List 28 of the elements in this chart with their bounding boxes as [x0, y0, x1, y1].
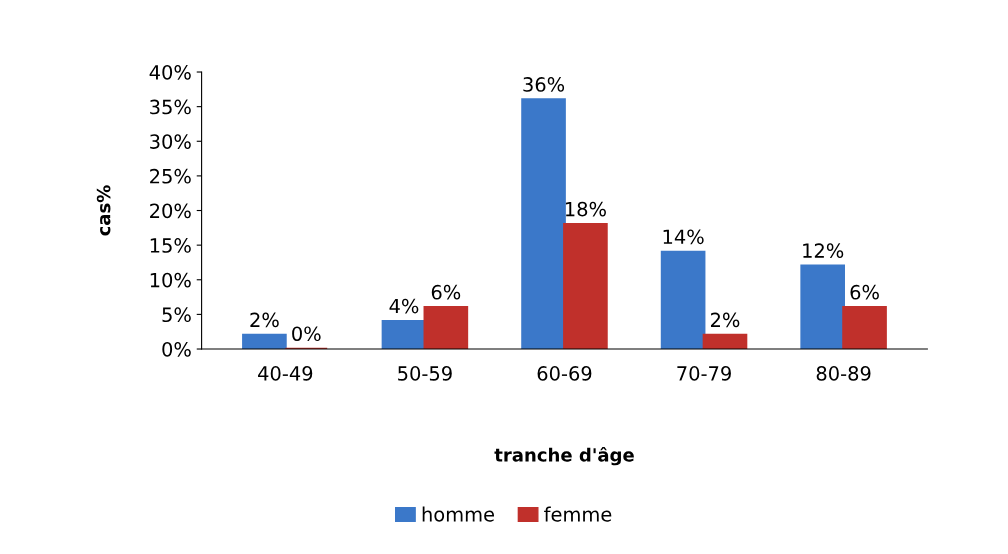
- data-label: 0%: [292, 326, 321, 342]
- y-tick-label: 10%: [150, 272, 191, 288]
- x-tick-label: 50-59: [398, 366, 452, 381]
- data-label: 6%: [850, 284, 879, 300]
- data-label: 12%: [803, 243, 844, 258]
- y-tick-label: 35%: [150, 99, 191, 115]
- data-label: 2%: [710, 312, 740, 328]
- y-tick-label: 20%: [150, 203, 191, 219]
- y-tick-label: 30%: [150, 134, 191, 149]
- y-tick-label: 0%: [162, 341, 191, 357]
- x-axis-title: tranche d'âge: [494, 447, 634, 466]
- data-label: 36%: [523, 77, 565, 92]
- data-label: 2%: [250, 312, 279, 328]
- x-tick-label: 40-49: [258, 366, 313, 381]
- data-label: 6%: [431, 284, 461, 300]
- y-tick-label: 15%: [150, 238, 191, 253]
- data-label: 4%: [389, 298, 419, 314]
- y-tick-label: 40%: [149, 64, 191, 80]
- data-label: 18%: [565, 201, 606, 217]
- x-tick-label: 80-89: [816, 366, 871, 381]
- legend-label: femme: [544, 506, 612, 522]
- x-tick-label: 60-69: [537, 366, 592, 381]
- x-tick-label: 70-79: [677, 366, 731, 381]
- y-axis-title: cas%: [96, 185, 111, 236]
- legend-label: homme: [422, 506, 494, 522]
- data-label: 14%: [663, 229, 704, 245]
- y-tick-label: 5%: [162, 307, 191, 323]
- y-tick-label: 25%: [150, 168, 191, 184]
